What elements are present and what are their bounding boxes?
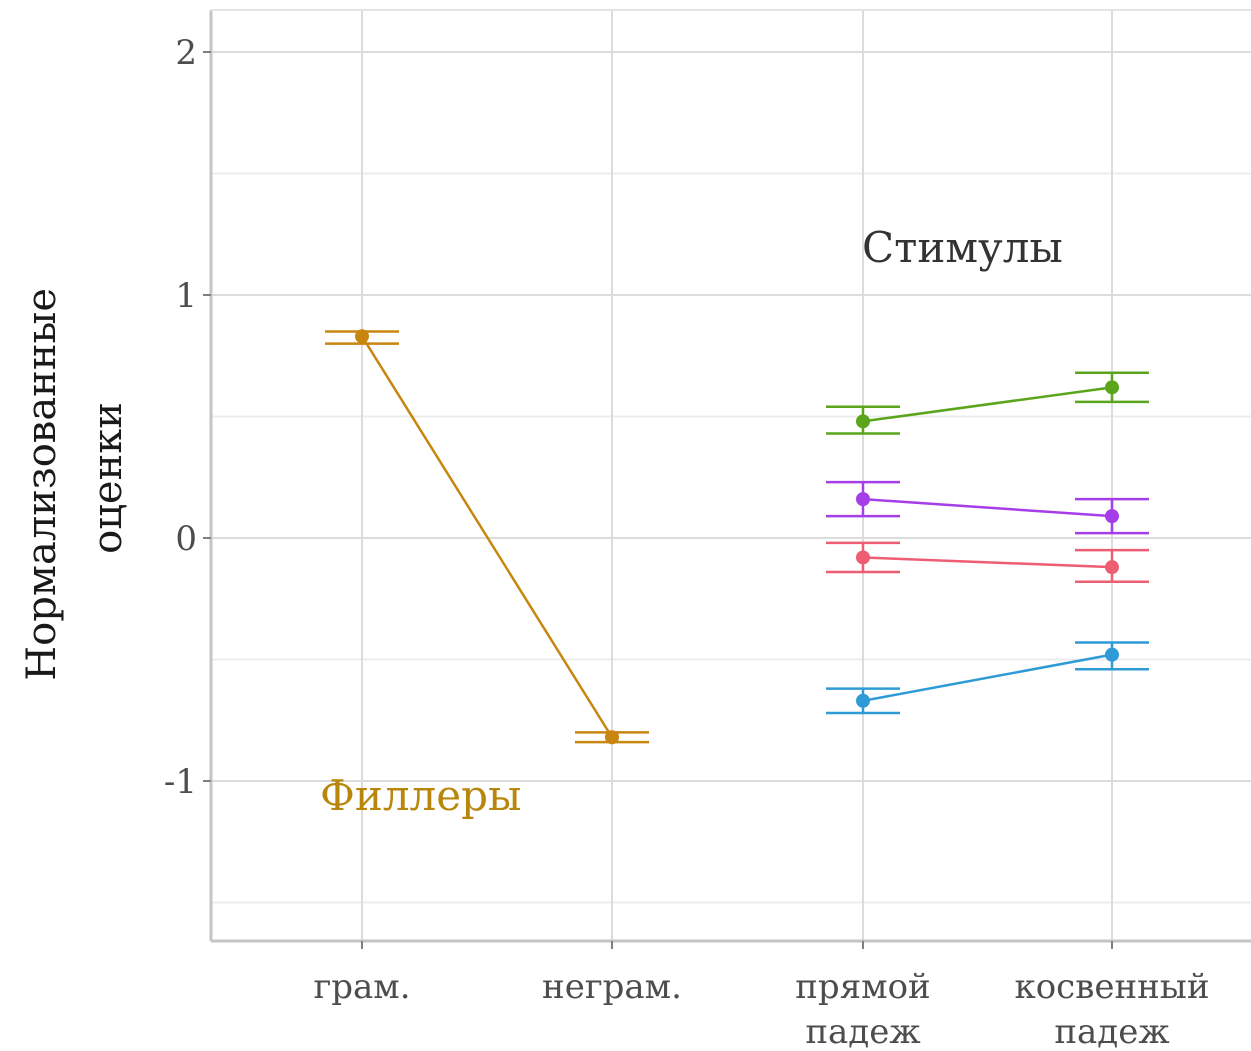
annotations: Филлеры Стимулы [320, 223, 1063, 820]
series-layer [325, 329, 1149, 745]
data-point [1105, 560, 1119, 575]
series-1 [826, 371, 1149, 435]
data-point [355, 329, 369, 344]
series-line [862, 653, 1113, 703]
x-tick-label-line: прямой [795, 967, 930, 1007]
data-point [856, 550, 870, 565]
x-tick-label-line: косвенный [1014, 967, 1209, 1007]
x-tick-label-line: падеж [805, 1012, 920, 1051]
data-point [856, 414, 870, 429]
axes: -1 0 1 2 грам. неграм. прямой падеж косвенный пад… [164, 9, 1251, 1051]
series-4 [826, 641, 1149, 715]
y-axis-title-line-2: оценки [85, 402, 131, 554]
y-tick-label: 1 [175, 276, 197, 316]
y-tick-label: 0 [175, 519, 197, 559]
x-tick-label: косвенный падеж [1014, 967, 1209, 1051]
series-2 [826, 480, 1149, 535]
annotation-stimuli: Стимулы [862, 223, 1063, 272]
x-tick-label-line: грам. [313, 967, 410, 1007]
y-axis-title: Нормализованные оценки [19, 275, 131, 680]
series-line [862, 386, 1113, 423]
data-point [1105, 380, 1119, 395]
data-point [856, 693, 870, 708]
x-tick-label: грам. [313, 967, 410, 1007]
data-point [1105, 509, 1119, 524]
y-axis-title-line-1: Нормализованные [19, 288, 65, 681]
data-point [605, 730, 619, 745]
grid [211, 10, 1251, 941]
series-line [360, 335, 614, 738]
series-line [862, 497, 1113, 518]
x-tick-label: неграм. [542, 967, 682, 1007]
series-0 [325, 329, 649, 745]
series-line [862, 556, 1113, 569]
x-tick-label: прямой падеж [795, 967, 930, 1051]
series-3 [826, 541, 1149, 583]
x-tick-label-line: неграм. [542, 967, 682, 1007]
y-tick-label: 2 [175, 33, 197, 73]
data-point [856, 492, 870, 507]
annotation-fillers: Филлеры [320, 771, 521, 820]
x-tick-label-line: падеж [1054, 1012, 1169, 1051]
data-point [1105, 647, 1119, 662]
y-tick-label: -1 [164, 762, 197, 802]
